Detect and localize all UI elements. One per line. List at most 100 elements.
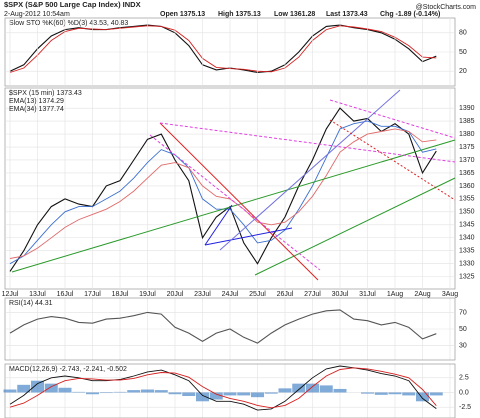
- open: Open 1375.13: [160, 11, 205, 18]
- legend-entry: $SPX (15 min) 1373.43: [9, 90, 82, 97]
- y-tick-label: 70: [459, 309, 467, 316]
- histogram-bar: [374, 392, 388, 395]
- high: High 1375.13: [218, 11, 261, 18]
- low: Low 1361.28: [274, 11, 315, 18]
- x-tick-label: 18Jul: [112, 291, 129, 298]
- histogram-bar: [141, 389, 154, 393]
- x-tick-label: 12Jul: [2, 291, 19, 298]
- y-tick-label: 1325: [459, 273, 475, 280]
- x-tick-label: 17Jul: [84, 291, 101, 298]
- y-tick-label: -2.5: [459, 404, 471, 411]
- histogram-bar: [264, 392, 278, 394]
- x-tick-label: 26Jul: [277, 291, 294, 298]
- source: @StockCharts.com: [416, 4, 477, 11]
- series-line: [9, 25, 437, 73]
- trend-line: [329, 119, 456, 201]
- y-tick-label: 1340: [459, 235, 475, 242]
- histogram-bar: [17, 384, 31, 393]
- series-line: [9, 107, 437, 272]
- histogram-bar: [388, 392, 402, 395]
- y-tick-label: 1365: [459, 170, 475, 177]
- histogram-bar: [292, 383, 306, 393]
- histogram-bar: [154, 390, 168, 393]
- trend-line: [329, 99, 456, 139]
- x-tick-label: 16Jul: [57, 291, 74, 298]
- y-tick-label: 2.5: [459, 375, 469, 382]
- y-tick-label: 1345: [459, 222, 475, 229]
- trend-line: [219, 89, 401, 251]
- x-tick-label: 25Jul: [249, 291, 266, 298]
- legend-entry: EMA(13) 1374.29: [9, 98, 64, 105]
- y-tick-label: 1370: [459, 157, 475, 164]
- panel-title: RSI(14) 44.31: [9, 300, 53, 307]
- panel-title: Slow STO %K(60) %D(3) 43.53, 40.83: [9, 20, 128, 27]
- histogram-bar: [306, 383, 319, 393]
- y-tick-label: 30: [459, 342, 467, 349]
- y-tick-label: 0.0: [459, 389, 469, 396]
- y-tick-label: 50: [459, 326, 467, 333]
- y-tick-label: 1330: [459, 261, 475, 268]
- x-tick-label: 23Jul: [194, 291, 211, 298]
- series-line: [9, 24, 437, 74]
- x-tick-label: 24Jul: [222, 291, 239, 298]
- histogram-bar: [86, 392, 99, 395]
- histogram-bar: [361, 392, 374, 394]
- histogram-bar: [127, 390, 141, 393]
- trend-line: [11, 139, 456, 273]
- last: Last 1373.43: [326, 11, 368, 18]
- series-line: [9, 120, 437, 265]
- trend-line: [149, 134, 321, 271]
- y-tick-label: 1350: [459, 209, 475, 216]
- histogram-bar: [209, 392, 223, 400]
- trend-lines: [11, 89, 456, 281]
- histogram-bar: [416, 392, 429, 402]
- y-tick-label: 20: [459, 68, 467, 75]
- histogram-bar: [182, 392, 196, 396]
- histogram-bar: [278, 388, 292, 393]
- x-tick-label: 19Jul: [139, 291, 156, 298]
- trend-line: [204, 204, 233, 246]
- histogram-bar: [196, 392, 209, 402]
- y-tick-label: 1375: [459, 144, 475, 151]
- histogram-bar: [237, 392, 251, 396]
- panel-title: MACD(12,26,9) -2.743, -2.241, -0.502: [9, 366, 127, 373]
- histogram-bar: [113, 391, 127, 393]
- histogram-bar: [251, 392, 264, 398]
- y-tick-label: 1390: [459, 105, 475, 112]
- legend-entry: EMA(34) 1377.74: [9, 106, 64, 113]
- x-tick-label: 31Jul: [359, 291, 376, 298]
- y-tick-label: 1355: [459, 196, 475, 203]
- histogram-bar: [44, 383, 58, 393]
- histogram-bar: [72, 391, 86, 393]
- series-line: [9, 309, 437, 344]
- histogram-bar: [58, 387, 72, 393]
- x-tick-label: 2Aug: [414, 291, 430, 298]
- x-tick-label: 13Jul: [29, 291, 46, 298]
- x-tick-label: 27Jul: [304, 291, 321, 298]
- histogram-bar: [3, 389, 17, 393]
- histogram-bar: [333, 388, 347, 393]
- timestamp: 2-Aug-2012 10:54am: [4, 11, 70, 18]
- x-tick-label: 1Aug: [387, 291, 403, 298]
- series-line: [9, 367, 437, 409]
- y-tick-label: 1380: [459, 131, 475, 138]
- histogram-bar: [402, 392, 416, 396]
- y-tick-label: 1360: [459, 183, 475, 190]
- y-tick-label: 50: [459, 49, 467, 56]
- x-tick-label: 3Aug: [442, 291, 458, 298]
- x-tick-label: 30Jul: [332, 291, 349, 298]
- histogram-bar: [31, 380, 44, 393]
- histogram-bar: [319, 385, 333, 393]
- y-tick-label: 1385: [459, 118, 475, 125]
- trend-line: [159, 122, 456, 163]
- histogram-bar: [429, 392, 443, 396]
- histogram-bar: [168, 392, 182, 395]
- change: Chg -1.89 (-0.14%): [380, 11, 440, 18]
- y-tick-label: 80: [459, 30, 467, 37]
- series-line: [9, 128, 437, 259]
- histogram-bar: [223, 392, 237, 396]
- chart-title: $SPX (S&P 500 Large Cap Index) INDX: [4, 0, 141, 9]
- y-tick-label: 1335: [459, 248, 475, 255]
- x-tick-label: 20Jul: [167, 291, 184, 298]
